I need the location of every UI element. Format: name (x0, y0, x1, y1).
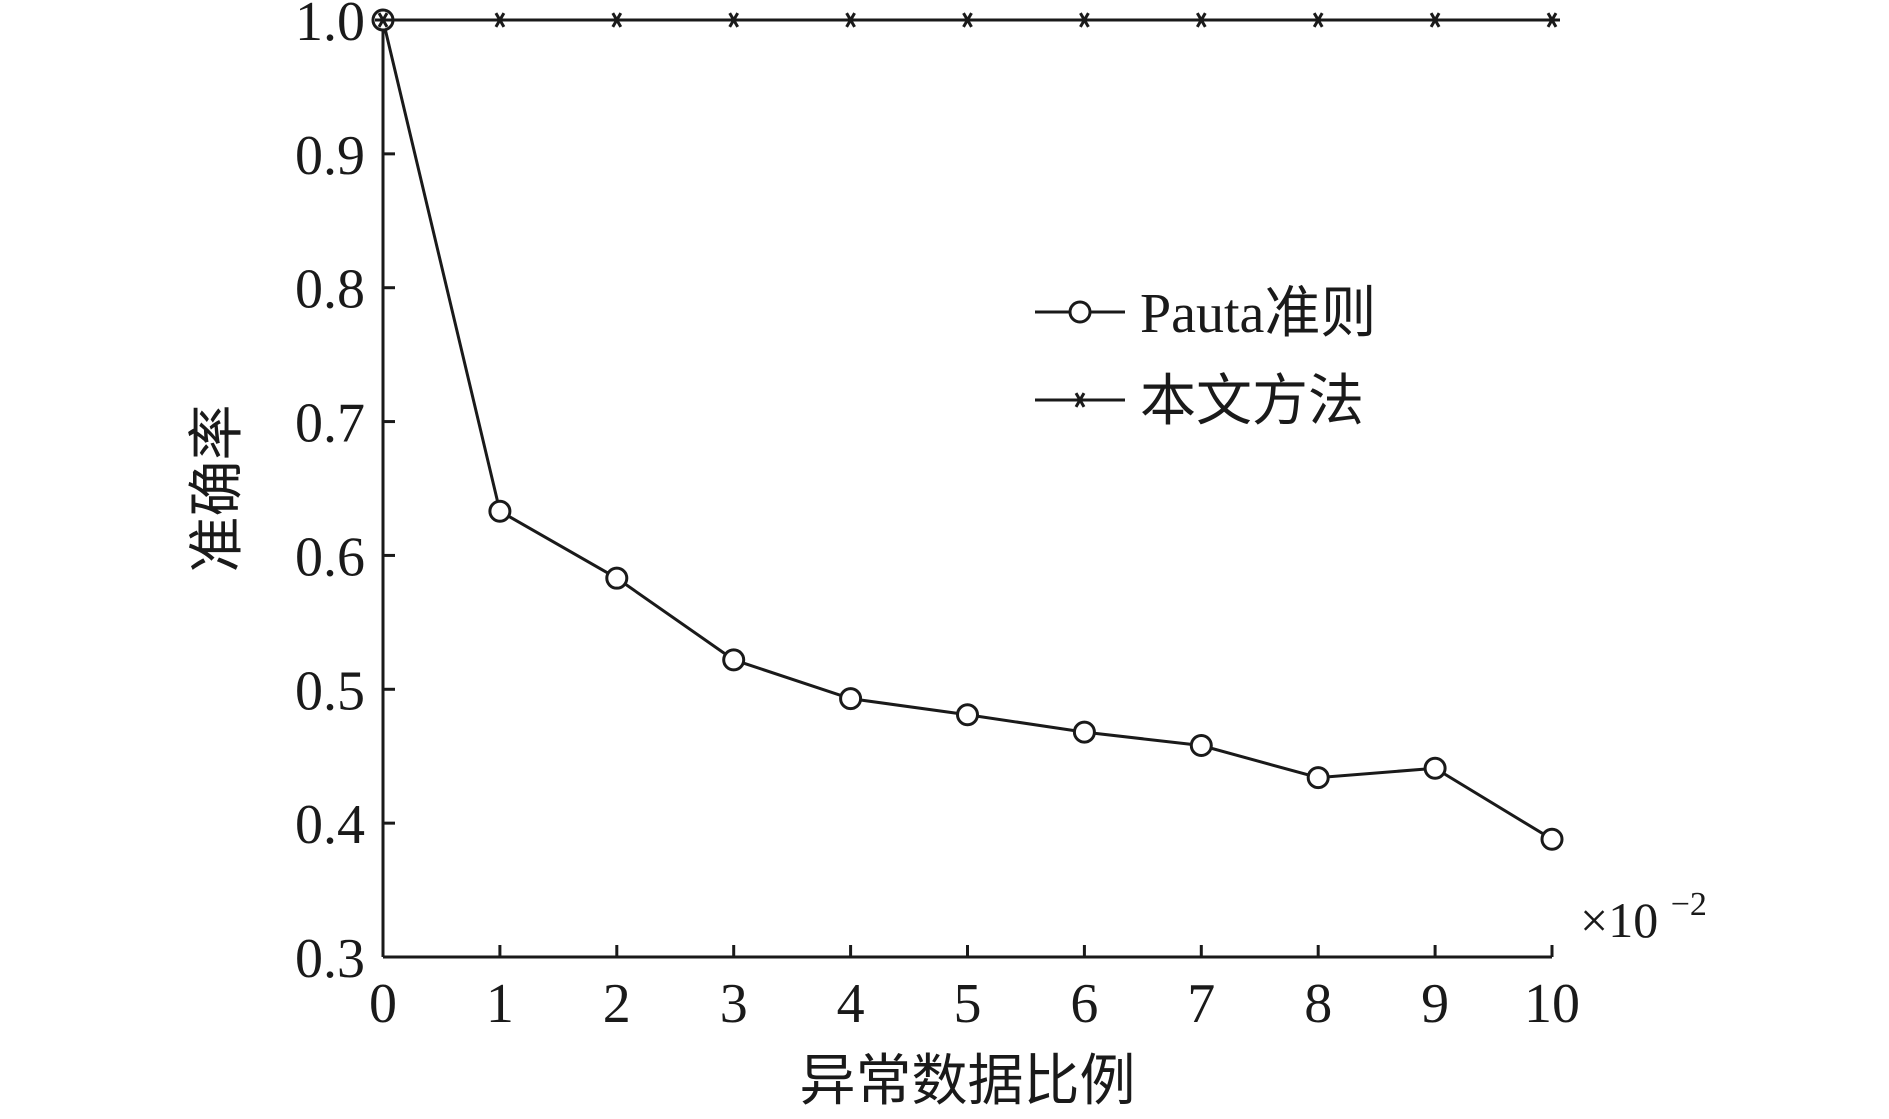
data-point (1306, 766, 1330, 790)
data-point (1423, 756, 1447, 780)
y-tick-label: 0.6 (295, 526, 365, 588)
x-multiplier-base: ×10 (1580, 892, 1658, 948)
y-tick-label: 0.3 (295, 928, 365, 990)
y-tick-label: 0.4 (295, 794, 365, 856)
y-tick-label: 0.8 (295, 259, 365, 321)
series-layer (371, 8, 1564, 851)
x-multiplier-exponent: −2 (1671, 886, 1707, 923)
data-point (842, 12, 859, 28)
data-point (839, 687, 863, 711)
data-point (1076, 12, 1093, 28)
axes (381, 20, 1552, 959)
data-point (725, 12, 742, 28)
y-tick-label: 0.9 (295, 125, 365, 187)
data-point (1540, 827, 1564, 851)
legend-label: Pauta准则 (1140, 283, 1376, 345)
data-point (1544, 12, 1560, 28)
x-tick-label: 10 (1524, 973, 1580, 1035)
data-point (956, 703, 979, 727)
x-tick-label: 9 (1421, 973, 1449, 1035)
x-tick-label: 6 (1070, 973, 1098, 1035)
data-point (608, 12, 625, 28)
x-tick-label: 7 (1187, 973, 1215, 1035)
data-point (1427, 12, 1444, 28)
legend-item: 本文方法 (1035, 371, 1364, 433)
x-axis-label: 异常数据比例 (800, 1051, 1136, 1113)
data-point (959, 12, 976, 28)
y-tick-label: 0.5 (295, 660, 365, 722)
data-point (375, 12, 391, 28)
data-point (722, 648, 746, 672)
x-axis-multiplier: ×10 −2 (1580, 886, 1707, 948)
data-point (1310, 12, 1327, 28)
series-2 (375, 12, 1560, 28)
data-point (1189, 734, 1213, 758)
y-axis-ticks: 0.3 0.4 0.5 0.6 0.7 0.8 0.9 1.0 (295, 0, 395, 990)
data-point (1072, 392, 1088, 408)
data-point (605, 566, 629, 590)
series-1 (371, 8, 1564, 851)
x-tick-label: 5 (954, 973, 982, 1035)
data-point (1193, 12, 1210, 28)
x-tick-label: 4 (837, 973, 865, 1035)
x-tick-label: 2 (603, 973, 631, 1035)
x-tick-label: 0 (369, 973, 397, 1035)
data-point (488, 499, 512, 523)
legend-label: 本文方法 (1140, 371, 1364, 433)
x-axis-ticks: 0 1 2 3 4 5 6 7 8 9 10 (369, 945, 1580, 1035)
x-tick-label: 8 (1304, 973, 1332, 1035)
y-tick-label: 1.0 (295, 0, 365, 53)
y-tick-label: 0.7 (295, 393, 365, 455)
legend-item: Pauta准则 (1035, 283, 1376, 345)
data-point (1072, 720, 1096, 744)
y-axis-label: 准确率 (187, 405, 249, 573)
x-tick-label: 3 (720, 973, 748, 1035)
x-tick-label: 1 (486, 973, 514, 1035)
data-point (1068, 300, 1092, 324)
data-point (491, 12, 508, 28)
